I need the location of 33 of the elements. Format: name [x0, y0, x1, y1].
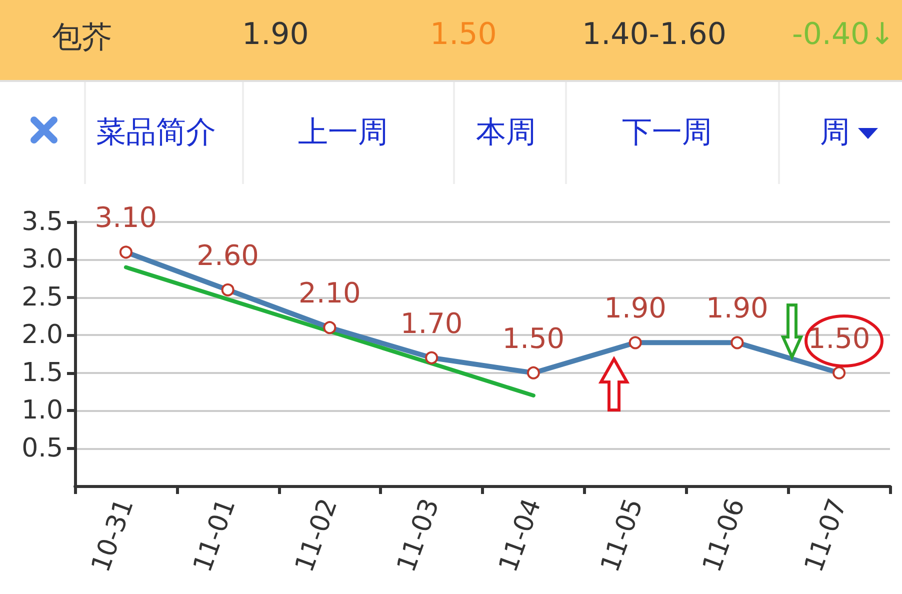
y-tick-label: 2.5 — [22, 282, 63, 312]
text: 下一周 — [622, 114, 712, 152]
text: 1.40-1.60 — [582, 17, 726, 52]
text: 本周 — [476, 114, 536, 152]
x-tick-label: 11-05 — [595, 494, 650, 576]
data-label: 1.90 — [604, 292, 666, 325]
data-label: 2.60 — [196, 238, 259, 272]
y-tick-label: 1.5 — [22, 358, 63, 388]
x-tick-label: 11-03 — [392, 494, 446, 576]
y-tick-label: 0.5 — [22, 433, 63, 464]
data-label: 1.50 — [502, 322, 565, 355]
text: 1.90 — [242, 17, 309, 52]
y-tick-label: 3.0 — [22, 244, 63, 275]
text: 周 — [820, 114, 850, 152]
x-tick-label: 11-02 — [290, 494, 344, 576]
text: 1.50 — [430, 17, 497, 52]
x-tick-label: 11-01 — [188, 494, 242, 576]
data-label: 2.10 — [298, 276, 361, 310]
chart-title: 包芥 — [52, 19, 112, 57]
y-tick-label: 2.0 — [22, 320, 63, 350]
text: 菜品简介 — [96, 114, 216, 152]
data-label: 1.70 — [400, 306, 463, 340]
x-tick-label: 11-06 — [697, 494, 752, 576]
y-tick-label: 3.5 — [22, 207, 63, 237]
x-tick-label: 11-04 — [494, 494, 548, 576]
x-tick-label: 10-31 — [86, 494, 140, 576]
text: -0.40↓ — [792, 17, 895, 52]
data-label: 3.10 — [94, 201, 158, 234]
data-label: 1.50 — [808, 322, 870, 355]
text: 上一周 — [298, 114, 388, 152]
data-label: 1.90 — [706, 292, 768, 325]
y-tick-label: 1.0 — [22, 396, 63, 426]
x-tick-label: 11-07 — [799, 494, 854, 576]
